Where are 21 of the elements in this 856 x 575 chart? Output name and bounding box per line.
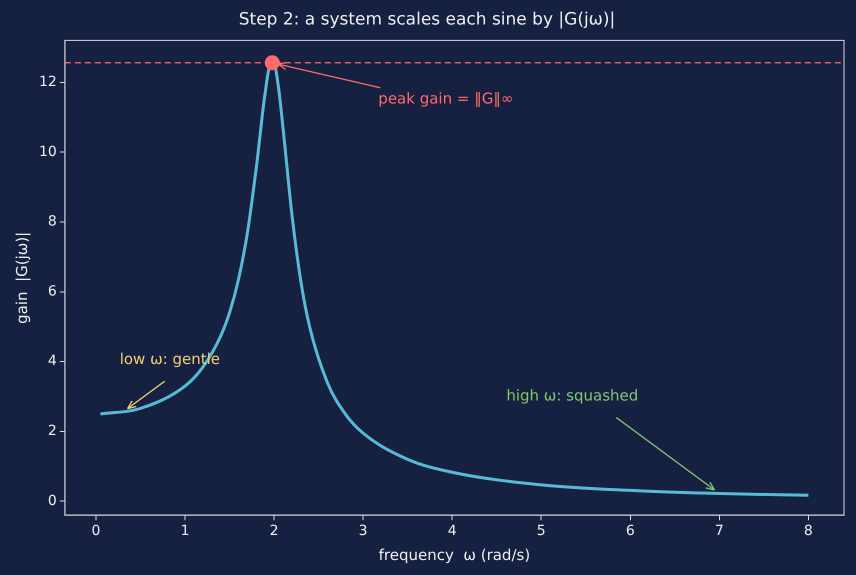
annotation: high ω: squashed bbox=[506, 386, 638, 404]
y-tick-label: 0 bbox=[48, 492, 57, 509]
y-tick-label: 12 bbox=[38, 74, 57, 90]
x-tick-label: 2 bbox=[270, 523, 279, 540]
y-tick-label: 2 bbox=[48, 423, 57, 440]
y-axis-title: gain |G(jω)| bbox=[12, 232, 31, 324]
chart-title: Step 2: a system scales each sine by |G(jω)| bbox=[238, 10, 616, 30]
x-axis-title: frequency ω (rad/s) bbox=[378, 546, 530, 564]
annotation: peak gain = ‖G‖∞ bbox=[378, 90, 514, 108]
x-tick-label: 0 bbox=[92, 523, 100, 540]
y-tick-label: 6 bbox=[48, 283, 57, 300]
x-tick-label: 6 bbox=[626, 523, 635, 540]
y-tick-label: 4 bbox=[48, 353, 57, 370]
x-tick-label: 5 bbox=[536, 523, 546, 540]
x-tick-label: 3 bbox=[358, 523, 368, 540]
x-tick-label: 1 bbox=[180, 523, 190, 540]
x-tick-label: 8 bbox=[804, 523, 813, 540]
y-tick-label: 8 bbox=[48, 214, 57, 230]
y-tick-label: 10 bbox=[38, 144, 57, 160]
x-tick-label: 4 bbox=[448, 523, 457, 540]
x-tick-label: 7 bbox=[714, 523, 724, 540]
